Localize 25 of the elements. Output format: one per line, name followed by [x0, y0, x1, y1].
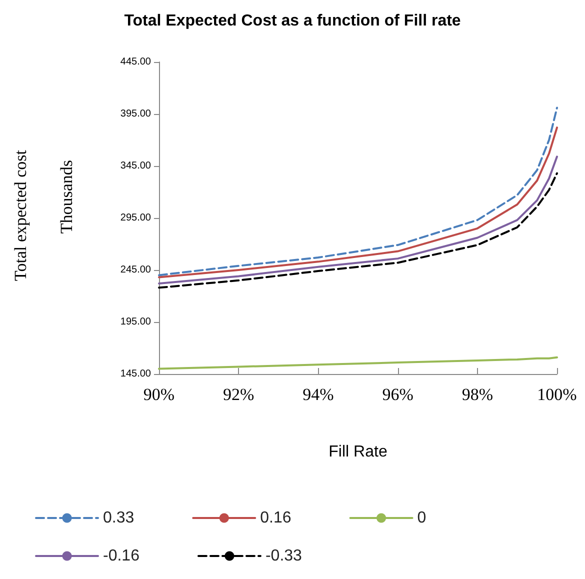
y-tick-label: 145.00: [120, 368, 152, 380]
x-tick-label: 94%: [302, 385, 334, 404]
y-tick-label: 245.00: [120, 264, 152, 276]
y-tick-label: 445.00: [120, 56, 152, 68]
y-tick-label: 195.00: [120, 316, 152, 328]
legend-label: -0.33: [265, 548, 302, 564]
y-tick-label: 395.00: [120, 108, 152, 120]
x-tick-label: 92%: [223, 385, 254, 404]
line-series: [158, 156, 558, 285]
legend-label: -0.16: [103, 548, 140, 564]
x-tick-label: 90%: [143, 385, 175, 404]
x-tick-label: 96%: [382, 385, 414, 404]
line-series: [158, 356, 558, 370]
x-axis-title: Fill Rate: [328, 444, 388, 460]
legend-label: 0.33: [103, 510, 134, 526]
legend-label: 0.16: [260, 510, 292, 526]
y-tick-label: 295.00: [120, 212, 152, 224]
x-tick-label: 100%: [537, 385, 577, 404]
legend-label: 0: [417, 510, 426, 526]
y-tick-label: 345.00: [120, 160, 152, 172]
line-series: [158, 172, 558, 289]
chart-title: Total Expected Cost as a function of Fill rate: [124, 12, 461, 30]
text: Thousands: [57, 160, 76, 234]
x-tick-label: 98%: [462, 385, 493, 404]
text: Total expected cost: [11, 150, 30, 281]
